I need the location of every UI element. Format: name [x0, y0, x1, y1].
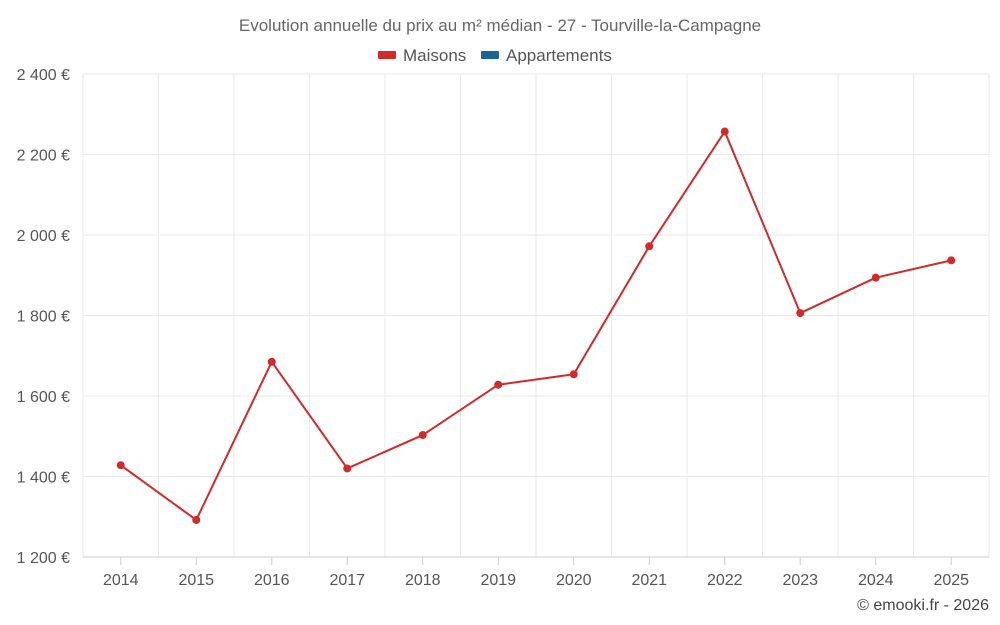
- y-tick-label: 1 200 €: [17, 550, 70, 567]
- data-point[interactable]: 2020: 1654: [569, 370, 578, 379]
- legend: Maisons Appartements: [378, 46, 612, 65]
- y-tick-label: 2 200 €: [17, 148, 70, 165]
- series-maisons: 2014: 1428 2015: 1292 2016: 1685 2017: 1420…: [116, 127, 956, 524]
- x-tick-label: 2014: [103, 572, 139, 589]
- x-tick-label: 2025: [933, 572, 969, 589]
- y-tick-label: 1 600 €: [17, 389, 70, 406]
- x-axis: 2014 2015 2016 2017 2018 2019 2020 2021 2022 2023…: [83, 556, 989, 589]
- data-point[interactable]: 2025: 1937: [947, 256, 956, 265]
- data-point[interactable]: 2014: 1428: [116, 461, 125, 470]
- legend-swatch-maisons: [378, 51, 396, 59]
- data-point[interactable]: 2022: 2257: [720, 127, 729, 136]
- x-tick-label: 2024: [858, 572, 894, 589]
- chart-title: Evolution annuelle du prix au m² médian …: [239, 16, 761, 35]
- x-tick-label: 2022: [707, 572, 743, 589]
- grid: [82, 73, 990, 558]
- x-tick-label: 2020: [556, 572, 592, 589]
- data-point[interactable]: 2023: 1806: [796, 309, 805, 318]
- legend-label-maisons[interactable]: Maisons: [403, 46, 466, 65]
- series-line: [120, 130, 952, 521]
- data-point[interactable]: 2021: 1972: [645, 242, 654, 251]
- data-point[interactable]: 2016: 1685: [267, 357, 276, 366]
- x-tick-label: 2018: [405, 572, 441, 589]
- legend-swatch-appartements: [481, 51, 499, 59]
- y-tick-label: 1 800 €: [17, 309, 70, 326]
- x-tick-label: 2015: [178, 572, 214, 589]
- data-point[interactable]: 2024: 1894: [871, 273, 880, 282]
- x-tick-label: 2023: [782, 572, 818, 589]
- y-axis: 1 200 € 1 400 € 1 600 € 1 800 € 2 000 € 2 200…: [17, 67, 70, 567]
- x-tick-label: 2021: [631, 572, 667, 589]
- x-tick-label: 2019: [480, 572, 516, 589]
- legend-label-appartements[interactable]: Appartements: [506, 46, 612, 65]
- data-point[interactable]: 2015: 1292: [192, 515, 201, 524]
- x-tick-label: 2017: [329, 572, 365, 589]
- x-tick-label: 2016: [254, 572, 290, 589]
- y-tick-label: 1 400 €: [17, 470, 70, 487]
- credit-text: © emooki.fr - 2026: [857, 597, 989, 614]
- y-tick-label: 2 400 €: [17, 67, 70, 84]
- data-point[interactable]: 2019: 1628: [494, 380, 503, 389]
- y-tick-label: 2 000 €: [17, 228, 70, 245]
- data-point[interactable]: 2018: 1503: [418, 431, 427, 440]
